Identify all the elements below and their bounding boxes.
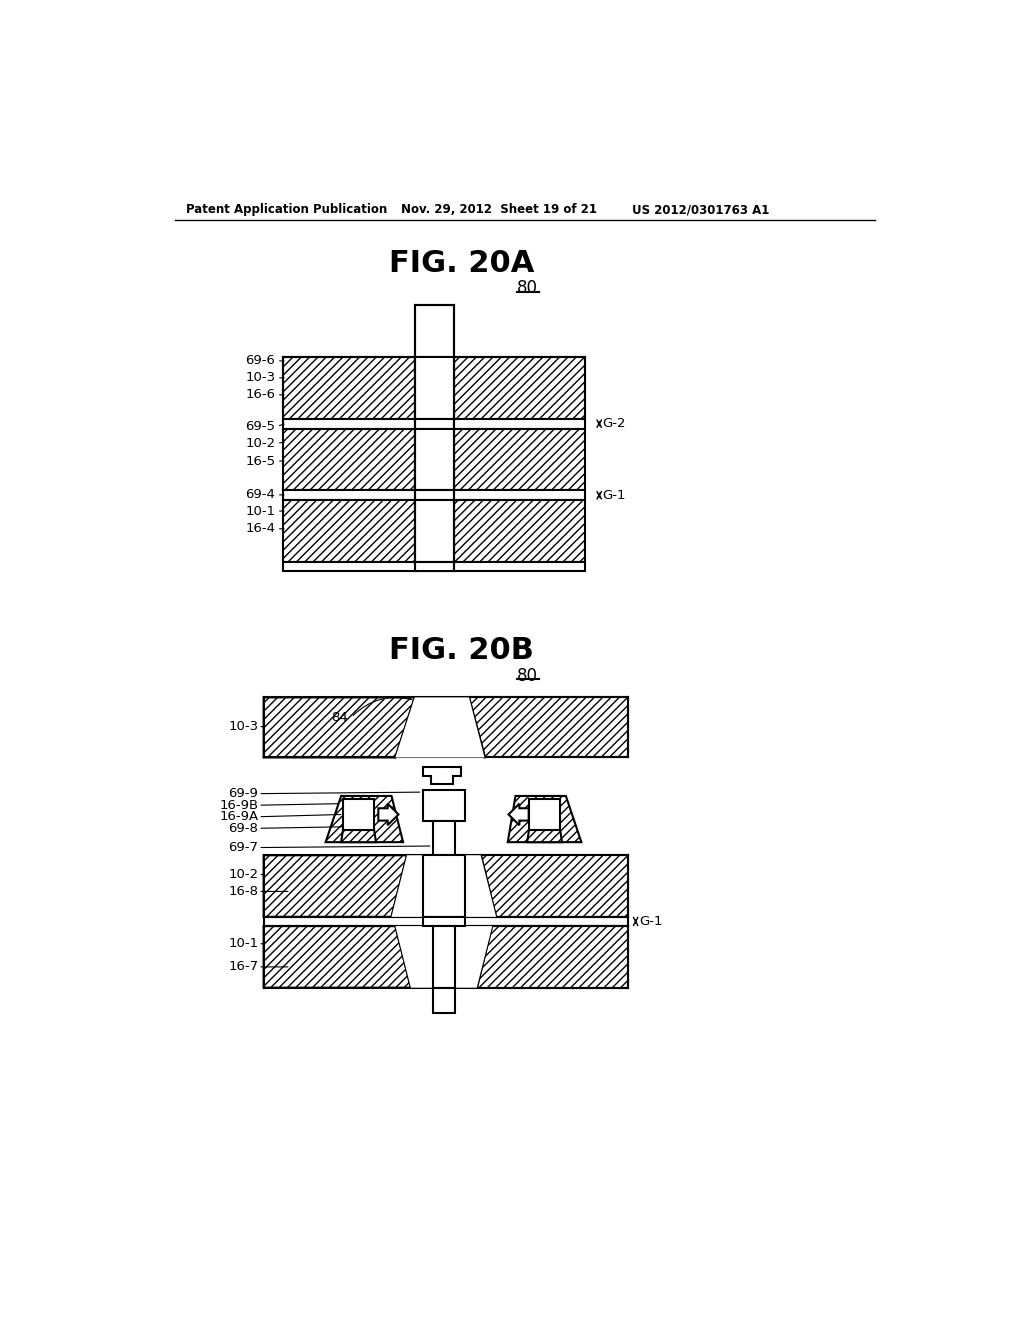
Text: 10-1: 10-1 xyxy=(228,937,258,950)
Bar xyxy=(283,562,586,572)
Polygon shape xyxy=(378,804,398,825)
Text: 16-9B: 16-9B xyxy=(219,799,258,812)
Text: G-1: G-1 xyxy=(602,488,626,502)
Polygon shape xyxy=(477,927,628,987)
Text: G-1: G-1 xyxy=(640,915,663,928)
Bar xyxy=(283,490,586,500)
Polygon shape xyxy=(395,697,484,758)
Bar xyxy=(415,500,454,562)
Bar xyxy=(283,418,586,429)
Polygon shape xyxy=(509,804,528,825)
Text: 69-9: 69-9 xyxy=(228,787,258,800)
Bar xyxy=(283,500,415,562)
Polygon shape xyxy=(527,817,562,842)
Text: 69-8: 69-8 xyxy=(228,822,258,834)
Text: FIG. 20A: FIG. 20A xyxy=(388,249,534,279)
Bar xyxy=(423,855,465,917)
Polygon shape xyxy=(469,697,628,758)
Polygon shape xyxy=(423,767,461,784)
Bar xyxy=(415,562,454,572)
Text: 80: 80 xyxy=(517,667,538,685)
Polygon shape xyxy=(508,796,582,842)
Bar xyxy=(423,917,465,927)
Text: Nov. 29, 2012  Sheet 19 of 21: Nov. 29, 2012 Sheet 19 of 21 xyxy=(400,203,597,216)
Bar xyxy=(415,305,454,572)
Bar xyxy=(432,927,455,987)
Text: 10-1: 10-1 xyxy=(245,504,275,517)
Text: 69-5: 69-5 xyxy=(246,420,275,433)
Text: 16-9A: 16-9A xyxy=(219,810,258,824)
Bar xyxy=(415,418,454,429)
Text: Patent Application Publication: Patent Application Publication xyxy=(186,203,387,216)
Text: 80: 80 xyxy=(517,280,538,297)
Polygon shape xyxy=(263,927,411,987)
Bar xyxy=(343,799,375,830)
Bar xyxy=(423,789,465,821)
Text: US 2012/0301763 A1: US 2012/0301763 A1 xyxy=(632,203,769,216)
Bar xyxy=(432,821,455,861)
Text: 16-5: 16-5 xyxy=(245,454,275,467)
Bar xyxy=(454,500,586,562)
Text: 10-3: 10-3 xyxy=(228,721,258,733)
Bar xyxy=(432,987,455,1014)
Text: 84: 84 xyxy=(331,711,348,723)
Text: 69-7: 69-7 xyxy=(228,841,258,854)
Text: FIG. 20B: FIG. 20B xyxy=(389,636,534,665)
Bar xyxy=(528,799,560,830)
Polygon shape xyxy=(326,796,403,842)
Bar xyxy=(415,358,454,418)
Text: 69-6: 69-6 xyxy=(246,354,275,367)
Text: 16-7: 16-7 xyxy=(228,961,258,973)
Text: 10-3: 10-3 xyxy=(245,371,275,384)
Polygon shape xyxy=(341,817,376,842)
Bar xyxy=(415,429,454,490)
Bar xyxy=(415,490,454,500)
Bar xyxy=(415,305,454,358)
Polygon shape xyxy=(391,855,496,917)
Bar xyxy=(263,917,628,927)
Text: 16-4: 16-4 xyxy=(246,523,275,536)
Bar xyxy=(454,358,586,418)
Polygon shape xyxy=(263,697,415,758)
Text: 16-6: 16-6 xyxy=(246,388,275,401)
Text: 16-8: 16-8 xyxy=(228,884,258,898)
Text: 10-2: 10-2 xyxy=(228,869,258,880)
Polygon shape xyxy=(480,855,628,917)
Bar xyxy=(454,429,586,490)
Bar xyxy=(283,358,415,418)
Text: 69-4: 69-4 xyxy=(246,488,275,502)
Bar xyxy=(283,429,415,490)
Text: 10-2: 10-2 xyxy=(245,437,275,450)
Polygon shape xyxy=(395,927,493,987)
Polygon shape xyxy=(263,855,407,917)
Text: G-2: G-2 xyxy=(602,417,626,430)
